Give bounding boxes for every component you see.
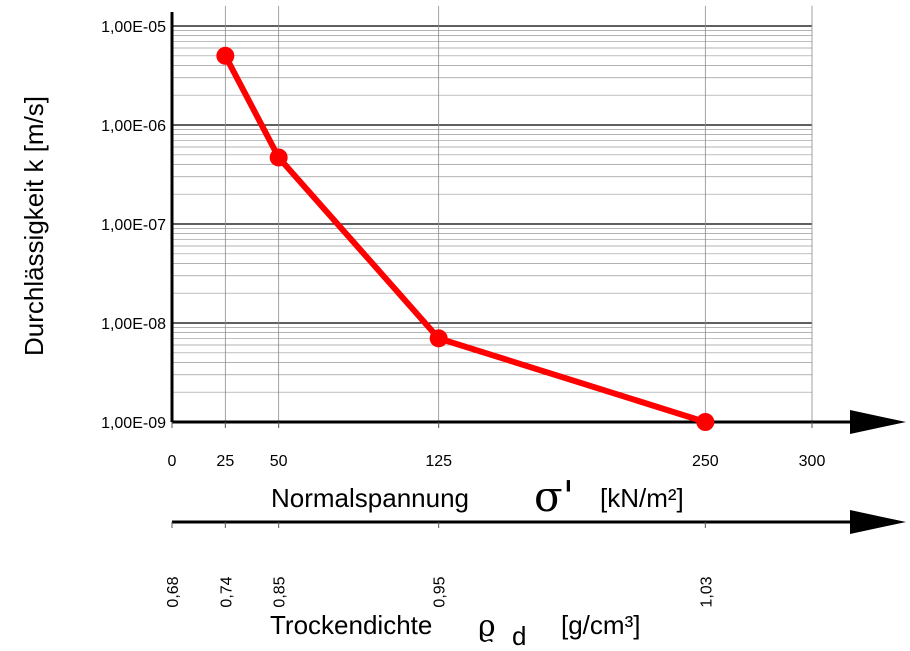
data-point [216,46,235,65]
rho-symbol: ϱ [478,609,496,644]
data-point [696,413,715,431]
x-axis-title: Normalspannung σ' [kN/m²] [271,472,684,521]
secondary-x-tick-label: 0,95 [432,576,449,607]
secondary-x-axis-title-unit: [g/cm³] [561,610,640,640]
secondary-x-tick-label: 0,85 [272,576,289,607]
x-tick-label: 25 [216,453,234,470]
secondary-x-axis-title-prefix: Trockendichte [270,610,432,640]
x-axis-arrow [850,410,906,434]
x-axis-title-unit: [kN/m²] [600,483,684,513]
x-tick-label: 50 [270,453,288,470]
secondary-x-axis-title: Trockendichte ϱ d [g/cm³] [270,609,640,651]
y-tick-label: 1,00E-06 [101,118,166,135]
grid [172,5,813,423]
secondary-x-tick-label: 0,74 [218,576,235,607]
tick-labels: 1,00E-09 1,00E-08 1,00E-07 1,00E-06 1,00E-05… [101,19,825,608]
x-tick-label: 250 [692,453,719,470]
series-line [222,52,709,425]
secondary-x-tick-label: 1,03 [698,576,715,607]
series-group [216,46,715,431]
y-axis-title: Durchlässigkeit k [m/s] [19,96,49,356]
secondary-x-axis-arrow [850,510,906,534]
sigma-symbol: σ' [534,472,574,521]
x-axis-title-prefix: Normalspannung [271,483,469,513]
y-tick-label: 1,00E-05 [101,19,166,36]
axes [170,12,906,534]
y-tick-label: 1,00E-09 [101,415,166,432]
x-tick-label: 125 [425,453,452,470]
secondary-x-tick-label: 0,68 [165,576,182,607]
rho-subscript: d [512,621,526,651]
data-point [429,329,448,348]
x-tick-label: 300 [799,453,826,470]
x-tick-label: 0 [168,453,177,470]
y-tick-label: 1,00E-07 [101,217,166,234]
y-tick-label: 1,00E-08 [101,316,166,333]
data-point [269,148,288,167]
